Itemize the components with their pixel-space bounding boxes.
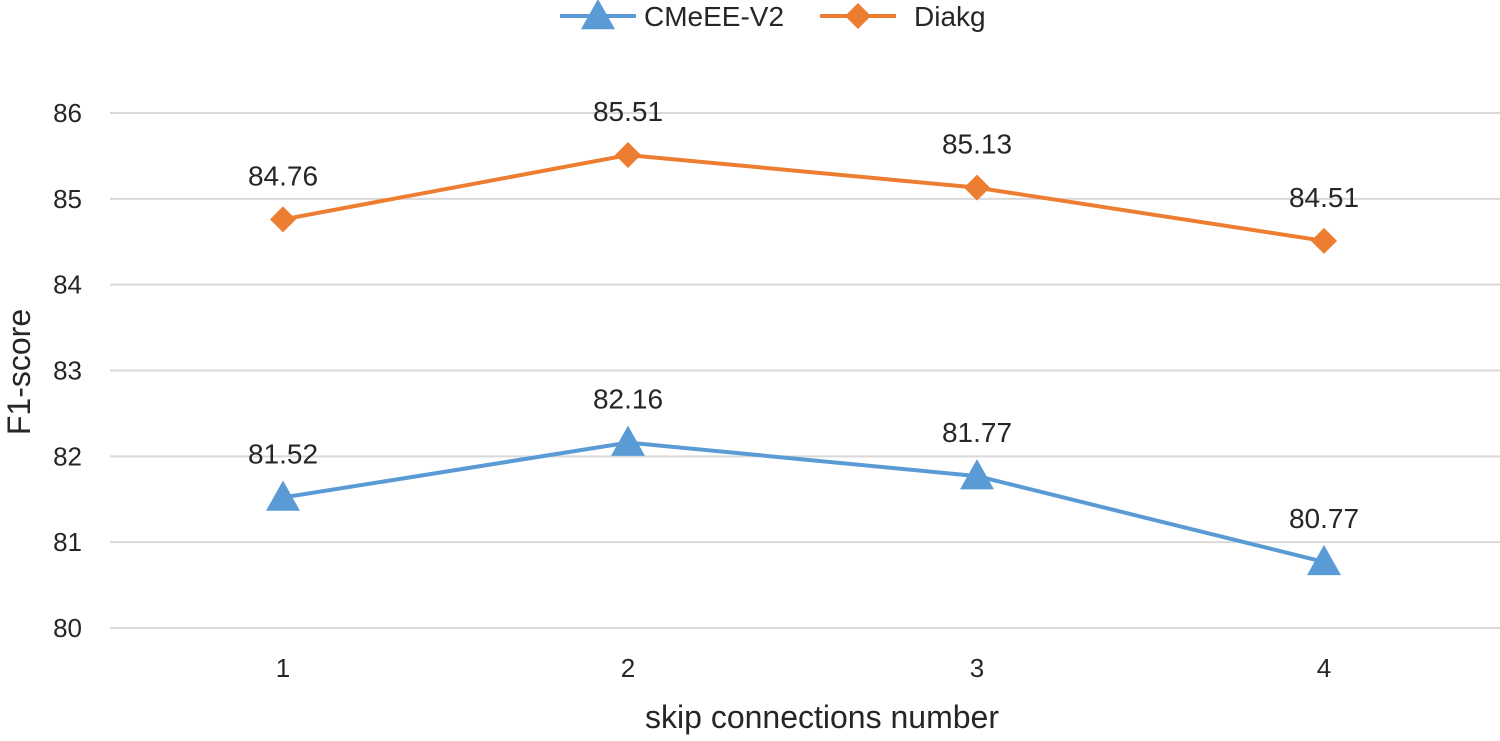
series-diakg: 84.76 85.51 85.13 84.51 <box>248 96 1359 254</box>
legend: CMeEE-V2 Diakg <box>560 0 986 32</box>
legend-marker <box>581 0 615 30</box>
data-point <box>964 174 990 201</box>
series-group: 81.52 82.16 81.77 80.77 84.76 85.51 85.13 84.51 <box>248 96 1359 576</box>
x-axis-title: skip connections number <box>645 699 999 735</box>
data-point <box>615 142 641 169</box>
x-axis-ticks: 1 2 3 4 <box>276 653 1331 683</box>
data-point <box>266 480 300 511</box>
series-line <box>282 440 1325 564</box>
y-axis-title: F1-score <box>1 309 37 435</box>
x-tick-label: 2 <box>621 653 635 683</box>
data-point <box>611 425 645 456</box>
x-tick-label: 4 <box>1317 653 1331 683</box>
data-label: 81.77 <box>942 417 1012 448</box>
y-tick-label: 83 <box>53 356 82 386</box>
legend-label: Diakg <box>914 1 986 32</box>
data-label: 85.51 <box>593 96 663 127</box>
data-label: 80.77 <box>1289 503 1359 534</box>
data-label: 82.16 <box>593 384 663 415</box>
y-tick-label: 80 <box>53 613 82 643</box>
x-tick-label: 3 <box>970 653 984 683</box>
legend-item-diakg: Diakg <box>820 1 986 32</box>
y-tick-label: 82 <box>53 441 82 471</box>
y-tick-label: 86 <box>53 98 82 128</box>
data-point <box>1311 227 1337 254</box>
grid <box>110 112 1500 629</box>
series-line <box>282 153 1325 243</box>
legend-label: CMeEE-V2 <box>644 1 784 32</box>
data-label: 85.13 <box>942 129 1012 160</box>
data-label: 84.51 <box>1289 182 1359 213</box>
legend-item-cmeee-v2: CMeEE-V2 <box>560 0 784 32</box>
x-tick-label: 1 <box>276 653 290 683</box>
y-axis-ticks: 80 81 82 83 84 85 86 <box>53 98 82 643</box>
y-tick-label: 81 <box>53 527 82 557</box>
data-label: 84.76 <box>248 160 318 191</box>
data-point <box>270 206 296 233</box>
y-tick-label: 84 <box>53 270 82 300</box>
series-cmeee-v2: 81.52 82.16 81.77 80.77 <box>248 384 1359 576</box>
data-point <box>960 459 994 490</box>
legend-marker <box>845 3 871 29</box>
data-point <box>1307 544 1341 576</box>
data-label: 81.52 <box>248 439 318 470</box>
y-tick-label: 85 <box>53 184 82 214</box>
